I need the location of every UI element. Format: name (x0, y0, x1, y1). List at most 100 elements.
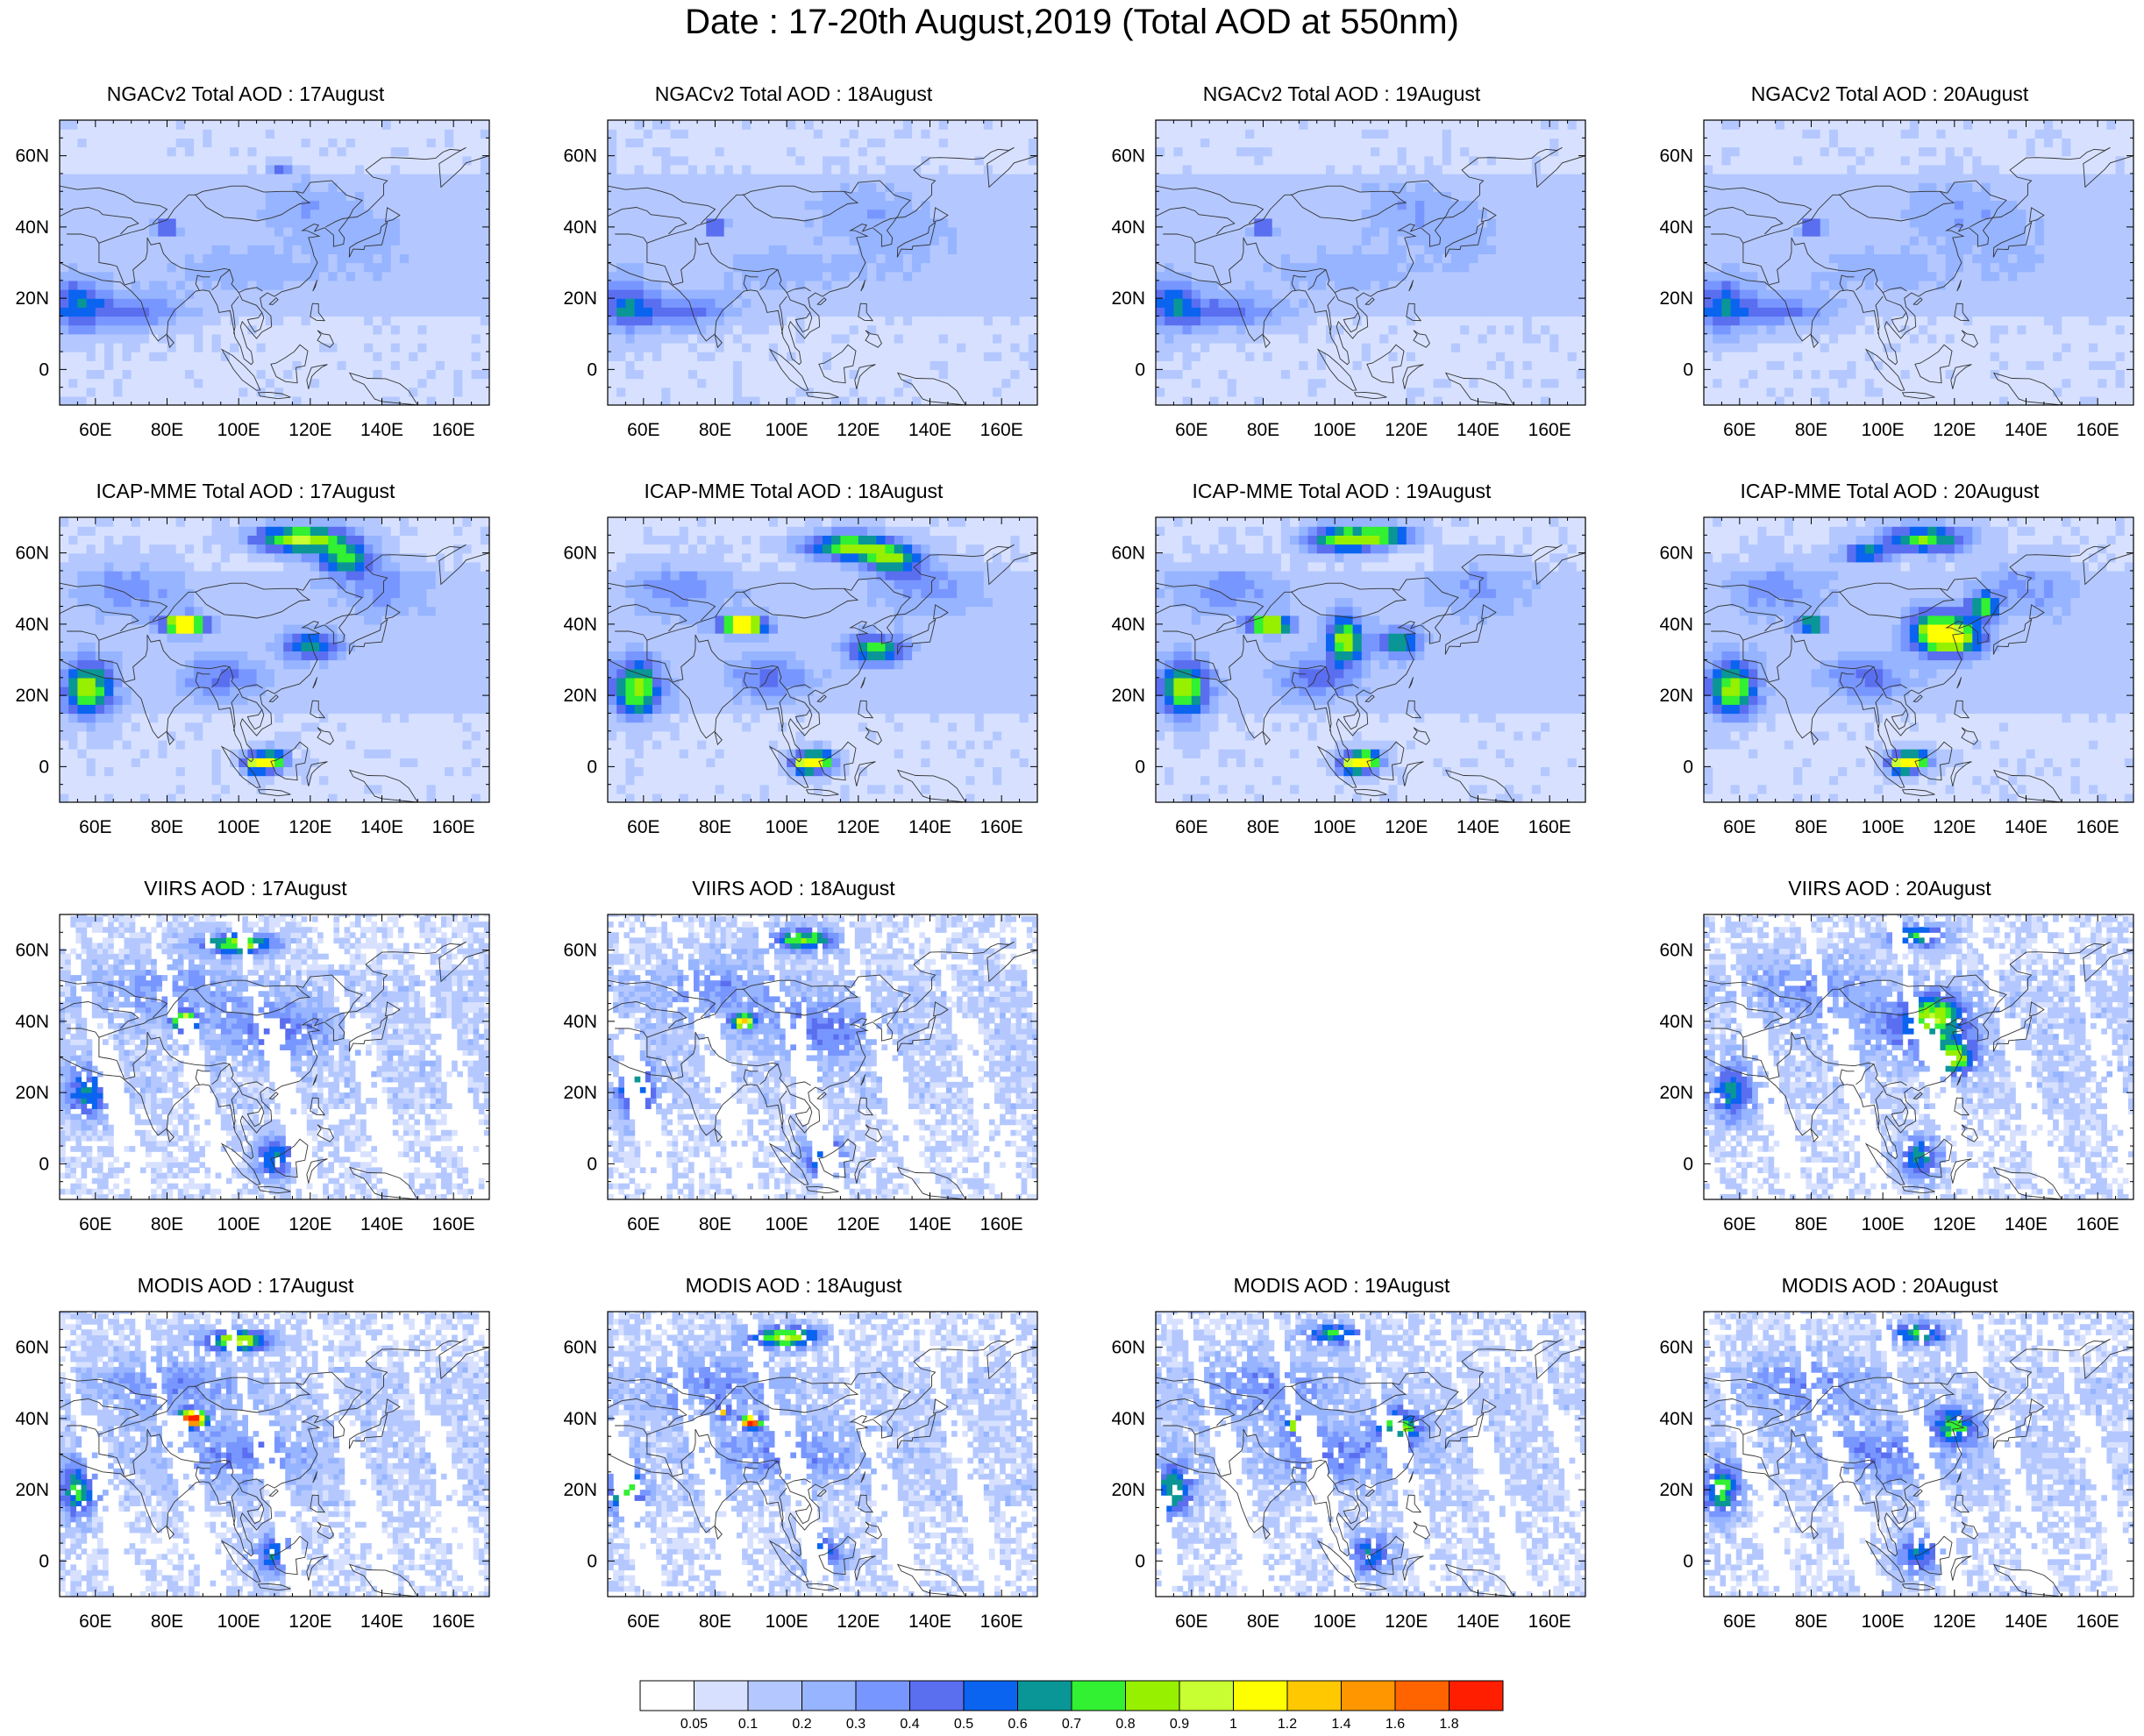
colorbar-label: 1.4 (1331, 1717, 1350, 1732)
lat-tick-label: 60N (15, 1338, 49, 1358)
map-axes: 60E 80E 100E 120E 140E 160E 60N 40N 20N 0 (563, 1311, 1038, 1632)
lat-tick-label: 20N (15, 686, 49, 706)
lon-tick-label: 120E (1385, 817, 1428, 837)
lon-tick-label: 160E (432, 817, 475, 837)
lat-tick-label: 20N (1111, 1480, 1145, 1500)
aod-field (608, 517, 1037, 802)
lat-tick-label: 20N (1659, 686, 1693, 706)
lat-tick-label: 0 (1135, 757, 1145, 777)
lon-tick-label: 80E (1795, 1214, 1827, 1234)
aod-map: 60E 80E 100E 120E 140E 160E 60N 40N 20N 0 (15, 516, 490, 837)
colorbar-swatch (747, 1680, 802, 1711)
aod-map: 60E 80E 100E 120E 140E 160E 60N 40N 20N 0 (1659, 914, 2134, 1234)
map-panel: NGACv2 Total AOD : 20August 60E 80E 100E 120… (1644, 81, 2135, 475)
colorbar-swatch (694, 1680, 749, 1711)
lon-tick-label: 120E (288, 420, 331, 440)
lon-tick-label: 80E (1795, 1611, 1827, 1632)
panel-title: MODIS AOD : 20August (1644, 1272, 2135, 1298)
lon-tick-label: 160E (432, 1214, 475, 1234)
lon-tick-label: 160E (432, 1611, 475, 1632)
lat-tick-label: 60N (563, 941, 597, 961)
lon-tick-label: 80E (699, 1611, 731, 1632)
lon-tick-label: 100E (1862, 420, 1905, 440)
aod-field (1704, 1312, 2133, 1597)
colorbar-swatch (909, 1680, 965, 1711)
lat-tick-label: 60N (1659, 1338, 1693, 1358)
lon-tick-label: 60E (1723, 1214, 1756, 1234)
map-axes: 60E 80E 100E 120E 140E 160E 60N 40N 20N 0 (1659, 1311, 2134, 1632)
coastline (1704, 544, 2133, 802)
panel-title: VIIRS AOD : 18August (548, 875, 1039, 901)
coastline (60, 1338, 489, 1597)
lat-tick-label: 20N (15, 1480, 49, 1500)
lon-tick-label: 140E (908, 1611, 951, 1632)
panel-title: ICAP-MME Total AOD : 17August (0, 478, 491, 504)
lat-tick-label: 0 (587, 757, 597, 777)
colorbar-label: 0.05 (680, 1717, 708, 1732)
lon-tick-label: 160E (980, 1214, 1023, 1234)
lon-tick-label: 60E (1175, 1611, 1207, 1632)
lat-tick-label: 20N (1111, 686, 1145, 706)
lon-tick-label: 120E (837, 1214, 880, 1234)
lat-tick-label: 0 (1683, 1551, 1693, 1571)
lat-tick-label: 60N (15, 941, 49, 961)
lat-tick-label: 40N (1111, 217, 1145, 238)
lat-tick-label: 40N (15, 217, 49, 238)
lon-tick-label: 160E (1528, 1611, 1571, 1632)
lat-tick-label: 40N (1111, 1409, 1145, 1429)
lon-tick-label: 140E (360, 420, 403, 440)
aod-map: 60E 80E 100E 120E 140E 160E 60N 40N 20N 0 (1111, 119, 1586, 440)
lat-tick-label: 0 (39, 1551, 49, 1571)
colorbar-label: 0.8 (1115, 1717, 1135, 1732)
colorbar-swatch (1179, 1680, 1234, 1711)
lat-tick-label: 20N (1659, 1083, 1693, 1103)
aod-field (1156, 517, 1585, 802)
map-axes: 60E 80E 100E 120E 140E 160E 60N 40N 20N 0 (1111, 119, 1586, 440)
lon-tick-label: 100E (217, 1214, 260, 1234)
lon-tick-label: 140E (2005, 420, 2048, 440)
lon-tick-label: 120E (1933, 817, 1976, 837)
lon-tick-label: 100E (1314, 817, 1357, 837)
lon-tick-label: 100E (766, 1611, 808, 1632)
lon-tick-label: 80E (151, 817, 183, 837)
map-panel: MODIS AOD : 20August 60E 80E 100E 120E 140E 16… (1644, 1272, 2135, 1667)
lon-tick-label: 140E (908, 1214, 951, 1234)
map-panel: ICAP-MME Total AOD : 17August 60E 80E 100E 1… (0, 478, 491, 872)
aod-map: 60E 80E 100E 120E 140E 160E 60N 40N 20N 0 (563, 516, 1038, 837)
lon-tick-label: 60E (627, 817, 659, 837)
lon-tick-label: 140E (360, 817, 403, 837)
lon-tick-label: 80E (151, 1611, 183, 1632)
lon-tick-label: 120E (288, 1611, 331, 1632)
lon-tick-label: 60E (1175, 817, 1207, 837)
lon-tick-label: 120E (837, 420, 880, 440)
map-axes: 60E 80E 100E 120E 140E 160E 60N 40N 20N 0 (563, 914, 1038, 1234)
lat-tick-label: 20N (1659, 288, 1693, 309)
colorbar-swatch (963, 1680, 1018, 1711)
aod-map: 60E 80E 100E 120E 140E 160E 60N 40N 20N 0 (1659, 1311, 2134, 1632)
aod-field (1156, 120, 1585, 405)
lat-tick-label: 40N (1659, 217, 1693, 238)
colorbar-swatch (1394, 1680, 1450, 1711)
lat-tick-label: 0 (587, 1551, 597, 1571)
lat-tick-label: 60N (1111, 544, 1145, 564)
lat-tick-label: 0 (1683, 359, 1693, 380)
colorbar-label: 0.2 (792, 1717, 811, 1732)
lat-tick-label: 60N (1111, 146, 1145, 167)
aod-field (60, 120, 489, 405)
lon-tick-label: 80E (1795, 817, 1827, 837)
lat-tick-label: 40N (15, 1409, 49, 1429)
coastline (608, 1338, 1037, 1597)
lat-tick-label: 60N (1659, 146, 1693, 167)
panel-title: MODIS AOD : 17August (0, 1272, 491, 1298)
lat-tick-label: 40N (1659, 1409, 1693, 1429)
lat-tick-label: 40N (563, 615, 597, 635)
coastline (1156, 1338, 1585, 1597)
aod-map: 60E 80E 100E 120E 140E 160E 60N 40N 20N 0 (1111, 516, 1586, 837)
lat-tick-label: 40N (15, 615, 49, 635)
map-axes: 60E 80E 100E 120E 140E 160E 60N 40N 20N 0 (1111, 516, 1586, 837)
lon-tick-label: 60E (627, 1214, 659, 1234)
lon-tick-label: 100E (217, 817, 260, 837)
lon-tick-label: 60E (79, 1611, 111, 1632)
empty-panel (1096, 875, 1587, 1270)
lon-tick-label: 100E (1862, 1611, 1905, 1632)
